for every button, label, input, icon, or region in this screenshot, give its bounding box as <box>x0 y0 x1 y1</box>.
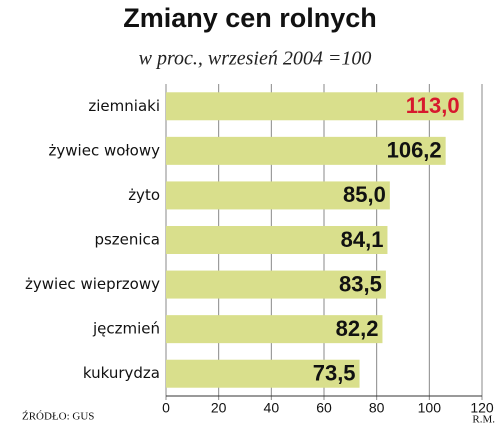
value-label: 82,2 <box>336 316 379 341</box>
bar <box>166 270 386 299</box>
x-tick-label: 120 <box>470 400 494 416</box>
x-tick-label: 0 <box>162 400 170 416</box>
bar <box>166 92 464 121</box>
value-label: 85,0 <box>343 182 386 207</box>
x-tick-label: 40 <box>264 400 280 416</box>
value-label: 84,1 <box>341 227 384 252</box>
y-tick-label: żywiec wołowy <box>49 141 161 159</box>
source: ŹRÓDŁO: GUS <box>22 411 94 423</box>
bar <box>166 181 390 210</box>
x-tick-label: 100 <box>418 400 442 416</box>
y-tick-label: żyto <box>128 186 160 204</box>
chart-subtitle: w proc., wrzesień 2004 =100 <box>139 48 372 70</box>
y-tick-label: jęczmień <box>92 320 160 338</box>
author: R.M. <box>472 414 495 426</box>
bar <box>166 226 388 254</box>
chart-title: Zmiany cen rolnych <box>123 3 377 33</box>
y-tick-label: kukurydza <box>83 364 160 382</box>
value-label: 113,0 <box>406 93 460 118</box>
value-label: 73,5 <box>313 361 356 386</box>
y-tick-label: pszenica <box>94 231 160 249</box>
value-label: 83,5 <box>339 271 382 296</box>
y-tick-label: żywiec wieprzowy <box>25 275 160 293</box>
x-tick-label: 20 <box>211 400 227 416</box>
y-tick-label: ziemniaki <box>88 97 160 115</box>
value-label: 106,2 <box>387 138 442 163</box>
x-tick-label: 80 <box>369 400 385 416</box>
bar <box>166 136 446 165</box>
bar <box>166 315 383 344</box>
x-tick-label: 60 <box>316 400 332 416</box>
bar <box>166 359 360 388</box>
